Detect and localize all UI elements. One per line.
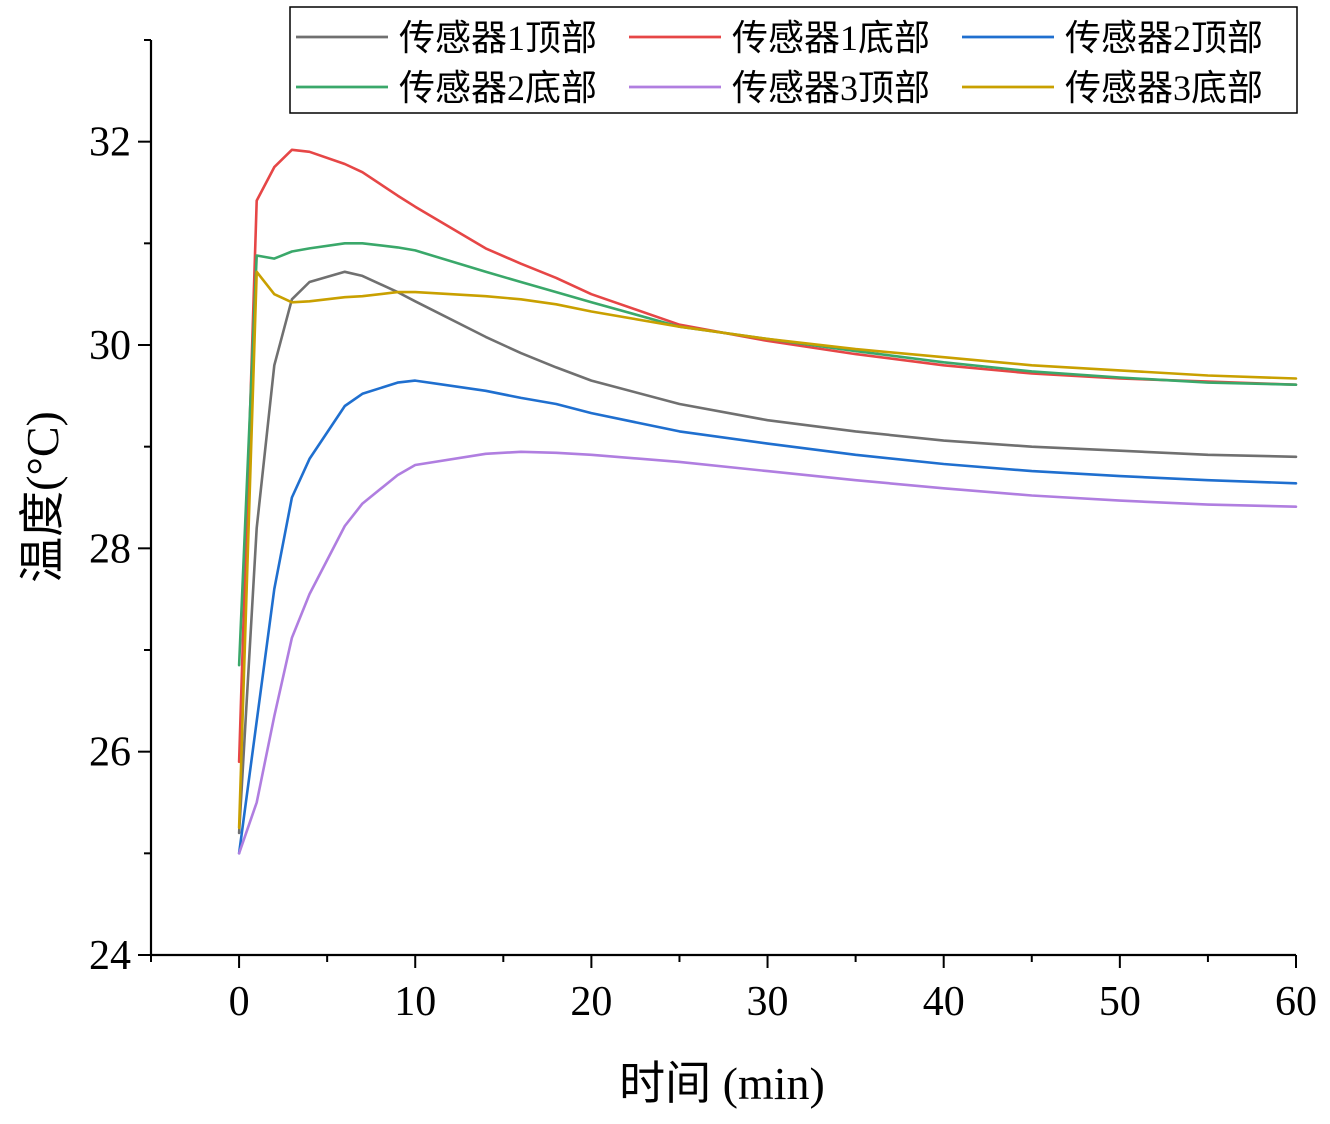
legend-label: 传感器3底部	[1065, 68, 1263, 108]
series-line-6	[237, 270, 1298, 830]
x-tick-label: 40	[923, 979, 965, 1025]
series-line-3	[237, 379, 1298, 855]
legend-label: 传感器2顶部	[1065, 18, 1263, 58]
x-tick-label: 20	[570, 979, 612, 1025]
axes: 0 10 20 30 40 50 60 24 26 28 30 32	[89, 39, 1317, 1025]
x-tick-label: 30	[747, 979, 789, 1025]
legend-box	[289, 6, 1298, 114]
y-tick-label: 28	[89, 526, 131, 572]
legend-label: 传感器1底部	[732, 18, 930, 58]
x-tick-label: 10	[394, 979, 436, 1025]
y-tick-label: 26	[89, 730, 131, 776]
series-line-2	[237, 148, 1298, 764]
legend-label: 传感器3顶部	[732, 68, 930, 108]
x-axis-title: 时间 (min)	[619, 1058, 825, 1109]
x-tick-label: 0	[229, 979, 250, 1025]
x-tick-label: 60	[1275, 979, 1317, 1025]
y-tick-label: 30	[89, 323, 131, 369]
legend-label: 传感器2底部	[399, 68, 597, 108]
series-line-4	[237, 242, 1298, 667]
series-line-5	[237, 450, 1298, 855]
y-tick-label: 32	[89, 120, 131, 166]
x-tick-label: 50	[1099, 979, 1141, 1025]
plot-marks	[237, 148, 1298, 855]
series-line-1	[237, 270, 1298, 835]
legend-label: 传感器1顶部	[399, 18, 597, 58]
y-tick-label: 24	[89, 933, 131, 979]
y-axis-title: 温度(°C)	[17, 411, 68, 583]
